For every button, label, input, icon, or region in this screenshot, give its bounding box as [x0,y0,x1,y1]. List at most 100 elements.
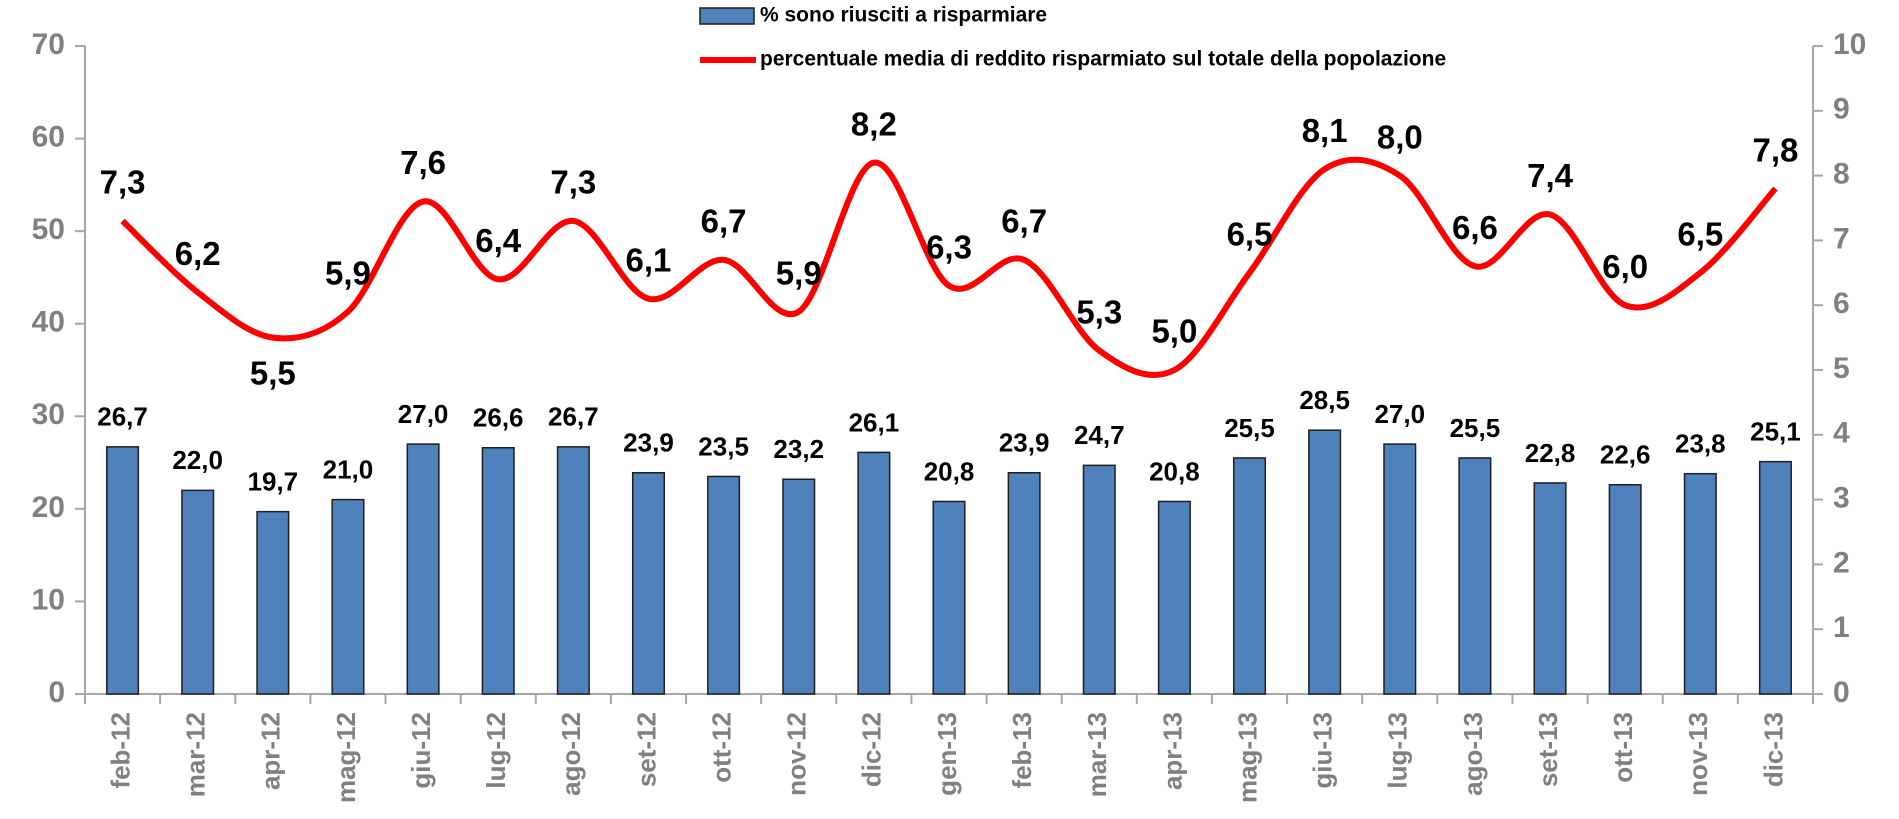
bar [331,498,365,695]
x-tick-label: feb-12 [105,712,135,789]
x-tick-label: apr-12 [256,712,286,790]
bar [256,510,290,695]
line-value-label: 7,3 [100,164,146,201]
bar-value-label: 23,9 [623,428,674,458]
bar [1157,500,1191,695]
bar-value-label: 20,8 [924,456,975,486]
bar [1007,472,1041,695]
x-tick-label: lug-13 [1383,712,1413,789]
bar-value-label: 28,5 [1299,385,1350,415]
x-tick-label: ago-13 [1458,712,1488,796]
legend-label: % sono riusciti a risparmiare [760,4,1047,27]
bar-value-label: 27,0 [1374,399,1425,429]
bar-value-label: 23,9 [999,428,1050,458]
y-tick-label: 30 [32,398,65,431]
bar-value-label: 20,8 [1149,456,1200,486]
bar [1308,429,1342,695]
x-tick-label: mar-13 [1082,712,1112,797]
bar-value-label: 27,0 [398,399,449,429]
bar [707,475,741,695]
bar-value-label: 21,0 [323,454,374,484]
x-tick-label: dic-12 [857,712,887,787]
line-value-label: 7,4 [1527,157,1574,194]
line-value-label: 6,6 [1452,209,1498,246]
bar-value-label: 22,0 [172,445,223,475]
bar-value-label: 23,2 [773,434,824,464]
bar [1533,482,1567,695]
y2-tick-label: 8 [1833,158,1850,191]
x-tick-label: dic-13 [1758,712,1788,787]
bar-value-label: 25,5 [1224,413,1275,443]
y2-tick-label: 1 [1833,611,1850,644]
y2-tick-label: 0 [1833,676,1850,709]
legend-swatch [699,7,755,25]
bar-value-label: 26,1 [849,407,900,437]
line [120,156,1778,378]
y-tick-label: 10 [32,583,65,616]
x-tick-label: feb-13 [1007,712,1037,789]
line-value-label: 8,2 [851,105,897,142]
bar [406,443,440,695]
x-tick-label: set-12 [631,712,661,787]
y-tick-label: 50 [32,213,65,246]
y-tick-label: 70 [32,28,65,61]
line-value-label: 5,5 [250,354,296,391]
line-value-label: 6,1 [626,241,672,278]
bar-value-label: 22,8 [1525,438,1576,468]
line-value-label: 7,8 [1752,131,1798,168]
line-value-label: 6,5 [1227,216,1273,253]
x-tick-label: lug-12 [481,712,511,789]
bar [556,446,590,695]
bar-value-label: 26,6 [473,403,524,433]
line-value-label: 6,5 [1677,216,1723,253]
y2-tick-label: 7 [1833,222,1850,255]
bar [782,478,816,695]
legend-label: percentuale media di reddito risparmiato… [760,48,1446,71]
bar [106,446,140,695]
y2-tick-label: 2 [1833,546,1850,579]
line-value-label: 6,3 [926,228,972,265]
bar [1383,443,1417,695]
y2-tick-label: 9 [1833,93,1850,126]
bar [1082,464,1116,695]
line-value-label: 5,9 [776,254,822,291]
x-tick-label: ott-13 [1608,712,1638,783]
bar [1608,484,1642,695]
bar-value-label: 24,7 [1074,420,1125,450]
line-value-label: 6,2 [175,235,221,272]
x-tick-label: ago-12 [556,712,586,796]
x-tick-label: giu-13 [1308,712,1338,789]
y-tick-label: 0 [48,676,65,709]
y2-tick-label: 5 [1833,352,1850,385]
bar [481,447,515,695]
line-value-label: 5,3 [1076,293,1122,330]
line-value-label: 6,0 [1602,248,1648,285]
line-value-label: 7,6 [400,144,446,181]
y2-tick-label: 3 [1833,482,1850,515]
bar [1683,472,1717,695]
bar [1758,460,1792,695]
bar [1232,457,1267,695]
bar [1458,457,1492,695]
bar-value-label: 19,7 [248,467,299,497]
x-tick-label: giu-12 [406,712,436,789]
x-tick-label: nov-12 [782,712,812,796]
x-tick-label: ott-12 [706,712,736,783]
y-tick-label: 40 [32,306,65,339]
y-tick-label: 20 [32,491,65,524]
line-value-label: 7,3 [550,164,596,201]
x-tick-label: set-13 [1533,712,1563,787]
bar [631,472,666,695]
x-tick-label: mag-13 [1232,712,1262,803]
line-value-label: 8,1 [1302,112,1348,149]
bar-value-label: 25,1 [1750,417,1801,447]
line-value-label: 6,4 [475,222,522,259]
y2-tick-label: 6 [1833,287,1850,320]
line-value-label: 5,0 [1151,313,1197,350]
y-tick-label: 60 [32,120,65,153]
bar-value-label: 22,6 [1600,440,1651,470]
bar-value-label: 23,8 [1675,429,1726,459]
line-value-label: 5,9 [325,254,371,291]
bar-value-label: 26,7 [97,402,148,432]
